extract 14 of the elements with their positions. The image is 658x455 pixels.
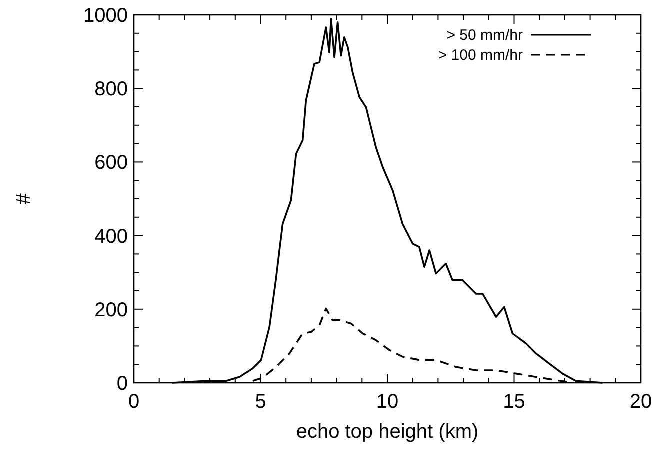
y-tick-label: 600 — [94, 152, 128, 174]
y-tick-label: 800 — [94, 78, 128, 101]
x-tick-label: 10 — [376, 391, 399, 413]
y-tick-label: 200 — [94, 299, 128, 322]
x-axis-title: echo top height (km) — [296, 421, 479, 443]
y-tick-label: 0 — [116, 373, 128, 395]
y-axis-title: # — [13, 192, 35, 205]
x-tick-label: 15 — [503, 391, 526, 413]
x-tick-label: 20 — [630, 391, 652, 413]
legend-label: > 100 mm/hr — [438, 47, 523, 64]
y-tick-label: 1000 — [84, 5, 128, 27]
legend-label: > 50 mm/hr — [446, 27, 523, 44]
x-tick-label: 5 — [255, 391, 266, 413]
y-tick-label: 400 — [94, 226, 128, 248]
